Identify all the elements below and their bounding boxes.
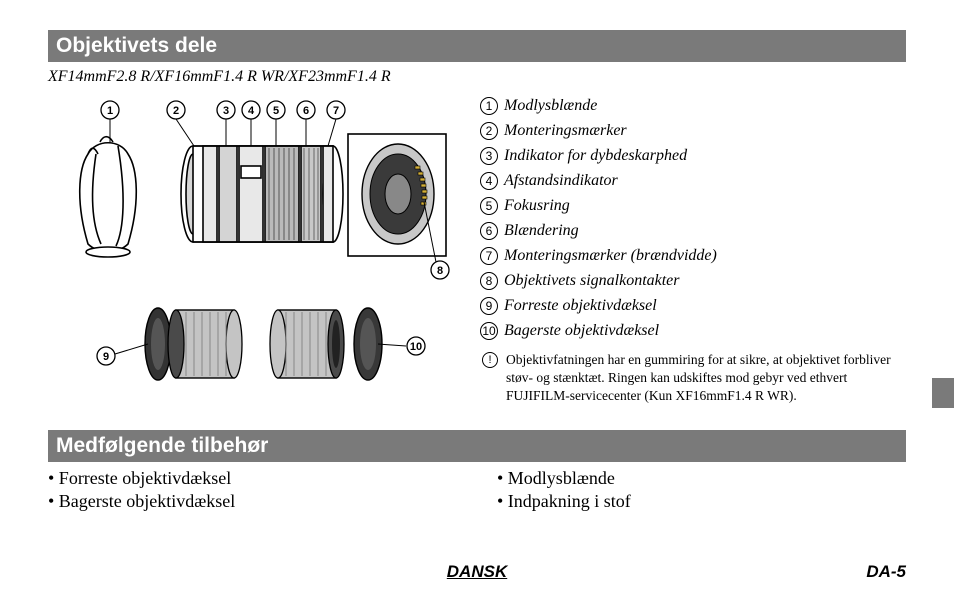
legend-num-2: 2 xyxy=(480,122,498,140)
legend-text: Bagerste objektivdæksel xyxy=(504,319,659,343)
legend-list: 1 Modlysblænde 2 Monteringsmærker 3 Indikat… xyxy=(480,94,906,406)
svg-text:4: 4 xyxy=(248,105,255,117)
legend-text: Modlysblænde xyxy=(504,94,597,118)
legend-text: Objektivets signalkontakter xyxy=(504,269,680,293)
section-header-accessories: Medfølgende tilbehør xyxy=(48,430,906,462)
legend-num-8: 8 xyxy=(480,272,498,290)
svg-text:9: 9 xyxy=(103,351,109,363)
legend-num-1: 1 xyxy=(480,97,498,115)
svg-text:3: 3 xyxy=(223,105,229,117)
accessories-left: • Forreste objektivdæksel • Bagerste obj… xyxy=(48,468,457,514)
legend-num-9: 9 xyxy=(480,297,498,315)
legend-text: Afstandsindikator xyxy=(504,169,618,193)
legend-num-10: 10 xyxy=(480,322,498,340)
footer-language: DANSK xyxy=(447,562,507,582)
note-icon: ! xyxy=(482,352,498,368)
acc-item: • Modlysblænde xyxy=(497,468,906,489)
svg-text:6: 6 xyxy=(303,105,309,117)
legend-text: Monteringsmærker xyxy=(504,119,627,143)
svg-text:10: 10 xyxy=(410,341,422,353)
acc-item: • Indpakning i stof xyxy=(497,491,906,512)
legend-text: Fokusring xyxy=(504,194,570,218)
svg-text:5: 5 xyxy=(273,105,279,117)
legend-num-3: 3 xyxy=(480,147,498,165)
svg-text:1: 1 xyxy=(107,105,113,117)
legend-num-5: 5 xyxy=(480,197,498,215)
section-header-parts: Objektivets dele xyxy=(48,30,906,62)
legend-num-4: 4 xyxy=(480,172,498,190)
note-text: Objektivfatningen har en gummiring for a… xyxy=(506,351,906,406)
accessories-right: • Modlysblænde • Indpakning i stof xyxy=(497,468,906,514)
legend-text: Blændering xyxy=(504,219,579,243)
svg-text:8: 8 xyxy=(437,265,443,277)
lens-models-subtitle: XF14mmF2.8 R/XF16mmF1.4 R WR/XF23mmF1.4 … xyxy=(48,68,906,86)
svg-text:7: 7 xyxy=(333,105,339,117)
legend-text: Monteringsmærker (brændvidde) xyxy=(504,244,717,268)
lens-diagram: 1 2 3 4 5 6 7 xyxy=(48,94,468,406)
note-block: ! Objektivfatningen har en gummiring for… xyxy=(480,351,906,406)
page-side-tab xyxy=(932,378,954,408)
footer-page-number: DA-5 xyxy=(866,562,906,582)
svg-text:2: 2 xyxy=(173,105,179,117)
acc-item: • Bagerste objektivdæksel xyxy=(48,491,457,512)
legend-text: Indikator for dybdeskarphed xyxy=(504,144,687,168)
legend-text: Forreste objektivdæksel xyxy=(504,294,657,318)
acc-item: • Forreste objektivdæksel xyxy=(48,468,457,489)
legend-num-7: 7 xyxy=(480,247,498,265)
legend-num-6: 6 xyxy=(480,222,498,240)
